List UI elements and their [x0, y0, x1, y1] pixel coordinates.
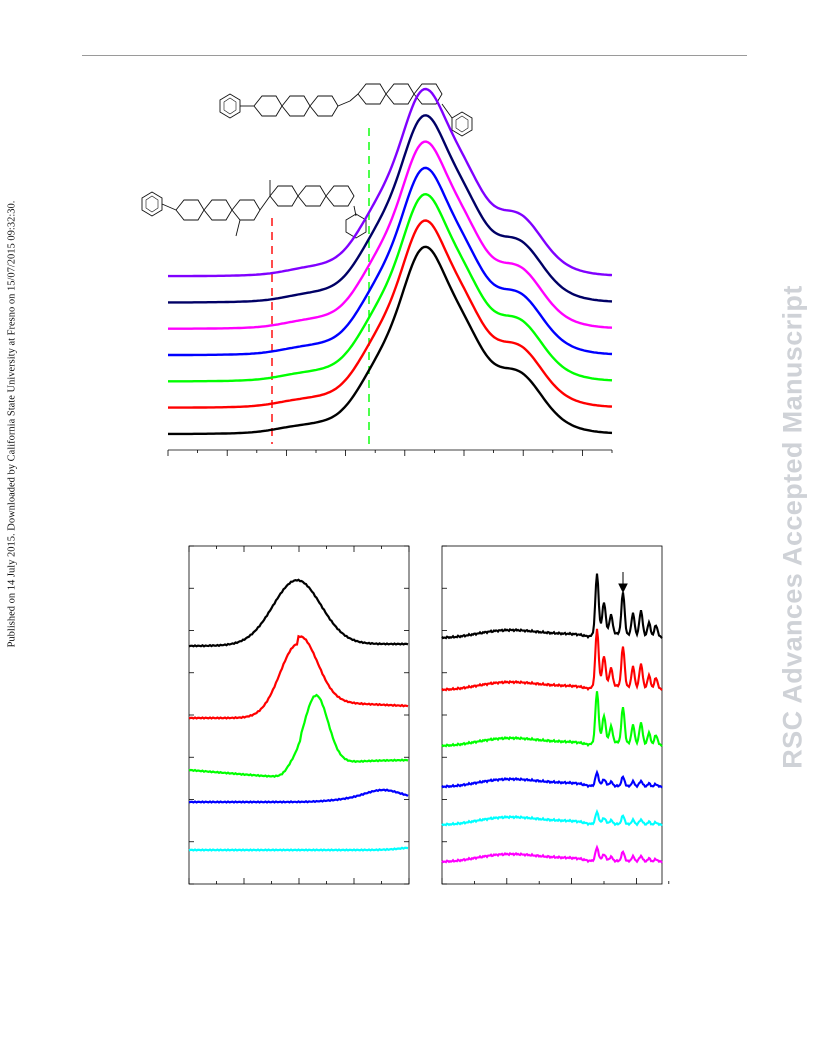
bottom-left-ticks: [188, 545, 410, 885]
bl-series-line-cyan: [188, 846, 409, 852]
series-line-blue: [168, 166, 613, 357]
br-series-line-cyan: [441, 808, 663, 827]
series-line-magenta: [168, 140, 613, 330]
bottom-right-series: [441, 573, 663, 864]
bl-series-line-blue: [188, 788, 409, 804]
bottom-right-ticks: [441, 545, 670, 885]
series-line-navy: [168, 114, 613, 304]
chemical-structure-left: [141, 180, 367, 239]
arrow-down-icon: [618, 572, 628, 594]
series-line-black: [168, 245, 613, 436]
bottom-left-frame: [188, 545, 410, 885]
series-line-green: [168, 192, 613, 383]
br-series-line-blue: [441, 769, 663, 789]
bottom-right-chart: [441, 545, 670, 885]
header-rule: [82, 55, 747, 56]
bottom-left-chart: [188, 545, 410, 885]
top-chart-series: [168, 87, 613, 436]
bottom-right-frame: [441, 545, 663, 885]
top-chart-ticks: [167, 450, 613, 456]
br-series-line-green: [441, 691, 663, 748]
br-series-line-red: [441, 628, 663, 692]
br-series-line-magenta: [441, 844, 663, 864]
bl-series-line-black: [188, 578, 409, 648]
series-line-purple: [168, 87, 613, 278]
top-chart: [167, 87, 613, 456]
br-series-line-black: [441, 573, 663, 640]
bl-series-line-red: [188, 634, 409, 720]
chemical-structure-top: [219, 83, 473, 137]
bottom-left-series: [188, 578, 409, 852]
series-line-red: [168, 219, 613, 409]
bl-series-line-green: [188, 693, 409, 778]
